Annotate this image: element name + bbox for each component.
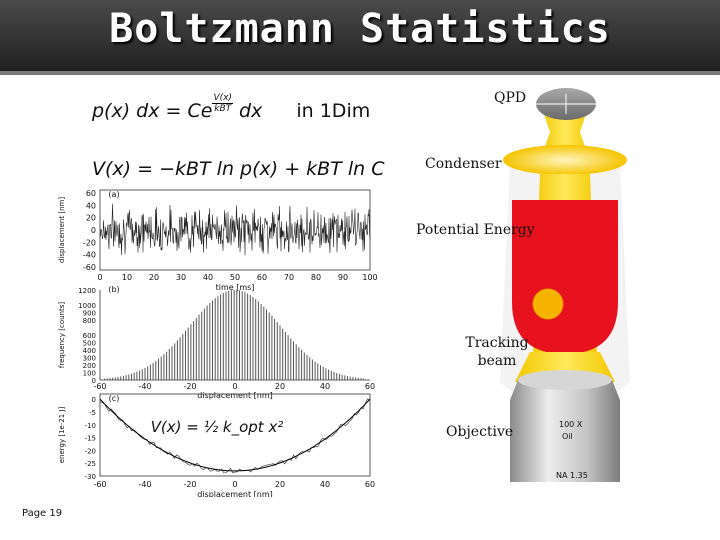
panel-c-xtick: 40	[320, 480, 330, 489]
panel-c-ytick: -20	[85, 447, 96, 455]
eq1-exp-num: V(x)	[212, 93, 233, 104]
panel-a-xtick: 20	[149, 273, 159, 282]
panel-a-ytick: 60	[86, 189, 96, 198]
panel-a-frame	[99, 189, 371, 271]
eq1-exp-den: kBT	[214, 104, 232, 114]
panel-a-tag: (a)	[108, 190, 119, 199]
panel-a-ytick: 20	[86, 214, 96, 223]
panel-b-xtick: -40	[138, 382, 151, 391]
panel-b-xtick: 60	[365, 382, 375, 391]
panel-a-xtick: 50	[230, 273, 240, 282]
eq1-exponent: V(x) kBT	[212, 93, 233, 114]
eq1-note: in 1Dim	[296, 100, 371, 122]
panel-a-ytick: -60	[83, 263, 96, 272]
panel-b-xtick: 0	[232, 382, 237, 391]
panel-b-xtick: -60	[93, 382, 106, 391]
trapped-bead	[532, 288, 564, 320]
panel-a-xtick: 0	[97, 273, 102, 282]
panel-a-trace	[99, 203, 371, 256]
panel-a-xtick: 40	[203, 273, 213, 282]
panel-c-xtick: -40	[138, 480, 151, 489]
panel-b-xtick: 20	[275, 382, 285, 391]
objective-top	[518, 370, 612, 390]
panel-c-xtick: 20	[275, 480, 285, 489]
panel-c-ylabel: energy [1e-21 J]	[58, 406, 66, 463]
panel-b-ytick: 300	[83, 355, 96, 363]
panel-c-ytick: 0	[92, 396, 96, 404]
panel-a-xtick: 90	[338, 273, 348, 282]
panel-b-ytick: 1200	[78, 287, 96, 295]
panel-c-xtick: 60	[365, 480, 375, 489]
panel-c-ytick: -25	[85, 460, 96, 468]
label-potential-energy: Potential Energy	[416, 222, 535, 238]
label-objective: Objective	[446, 424, 514, 440]
title-bar: Boltzmann Statistics	[0, 0, 720, 75]
panel-a-xtick: 100	[362, 273, 377, 282]
label-tracking-beam: Tracking beam	[465, 335, 529, 369]
panel-a-xlabel: time [ms]	[216, 283, 255, 292]
panel-c-tag: (c)	[109, 394, 120, 403]
eq1-tail: dx	[239, 100, 263, 122]
label-na: NA 1.35	[556, 471, 588, 480]
panel-c-xtick: 0	[232, 480, 237, 489]
optical-trap-diagram	[500, 88, 630, 482]
label-oil: Oil	[562, 432, 573, 441]
panel-b-ytick: 1000	[78, 302, 96, 310]
panel-a-ytick: -20	[83, 238, 96, 247]
label-magnification: 100 X	[559, 420, 583, 429]
panel-c-frame	[99, 393, 371, 477]
label-qpd: QPD	[494, 90, 527, 106]
panel-c-xtick: -60	[93, 480, 106, 489]
condenser-lens	[503, 145, 627, 175]
panel-b-ytick: 400	[83, 347, 96, 355]
panel-b-ytick: 0	[92, 377, 96, 385]
panel-b-tag: (b)	[108, 285, 119, 294]
panel-b-ytick: 500	[83, 340, 96, 348]
page-number: Page 19	[22, 508, 63, 519]
panel-b-ylabel: frequency [counts]	[58, 302, 66, 368]
panel-a-ytick: 40	[86, 201, 96, 210]
panel-b-ytick: 100	[83, 370, 96, 378]
objective-lens	[510, 380, 620, 482]
panel-a-xtick: 70	[284, 273, 294, 282]
panel-c-ytick: -15	[85, 435, 96, 443]
slide-title: Boltzmann Statistics	[109, 6, 611, 52]
panel-b-xlabel: displacement [nm]	[197, 391, 273, 400]
panel-b-ytick: 800	[83, 317, 96, 325]
panel-a-xtick: 10	[122, 273, 132, 282]
panel-c-ytick: -30	[85, 473, 96, 481]
panel-a-ytick: 0	[91, 226, 96, 235]
panel-a-ylabel: displacement [nm]	[58, 197, 66, 263]
panel-b-xtick: 40	[320, 382, 330, 391]
title-rule	[0, 71, 720, 75]
panel-b-ytick: 600	[83, 332, 96, 340]
panel-c-xtick: -20	[183, 480, 196, 489]
panel-a-xtick: 30	[176, 273, 186, 282]
panel-b-ytick: 900	[83, 310, 96, 318]
panel-c-fit	[99, 398, 371, 472]
panel-a-xtick: 60	[257, 273, 267, 282]
eq1-lhs: p(x) dx = Ce	[92, 100, 213, 122]
figure-panels: 0 10 20 30 40 50 60 70 80 90 1006040200-20-40-60ti…	[58, 189, 378, 497]
panel-c-ytick: -10	[85, 422, 96, 430]
panel-c-xlabel: displacement [nm]	[197, 490, 273, 497]
panel-a-ytick: -40	[83, 251, 96, 260]
panel-b-xtick: -20	[183, 382, 196, 391]
panel-c-ytick: -5	[89, 409, 96, 417]
panel-c-equation: V(x) = ½ k_opt x²	[151, 418, 284, 437]
panel-a-xtick: 80	[311, 273, 321, 282]
equation-potential: V(x) = −kBT ln p(x) + kBT ln C	[92, 158, 385, 180]
equation-boltzmann: p(x) dx = Ce V(x) kBT dx in 1Dim	[92, 93, 371, 122]
label-condenser: Condenser	[425, 156, 502, 172]
panel-b-ytick: 200	[83, 362, 96, 370]
